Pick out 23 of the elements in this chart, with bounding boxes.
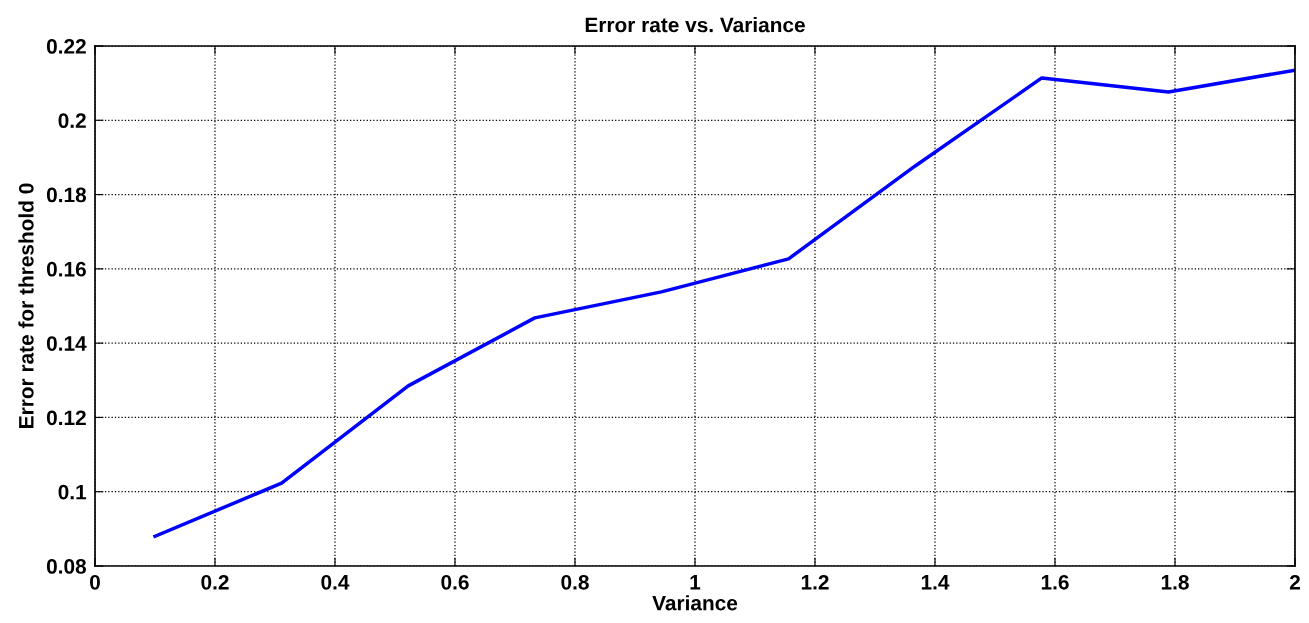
y-axis-title: Error rate for threshold 0 — [18, 183, 34, 428]
y-tick-label: 0.2 — [58, 113, 86, 129]
chart-title: Error rate vs. Variance — [585, 17, 805, 33]
y-tick-label: 0.22 — [46, 39, 86, 54]
x-tick-label: 1 — [690, 575, 701, 590]
x-tick-label: 1.4 — [921, 575, 950, 590]
y-tick-label: 0.08 — [46, 559, 87, 574]
y-tick-label: 0.14 — [46, 336, 87, 351]
x-tick-label: 0.4 — [321, 574, 350, 590]
x-tick-label: 1.2 — [801, 574, 829, 590]
x-tick-label: 1.8 — [1161, 574, 1189, 590]
line-series — [153, 68, 1295, 539]
x-tick-label: 0 — [90, 574, 100, 590]
x-axis-title: Variance — [652, 595, 738, 611]
x-tick-label: 0.2 — [201, 574, 229, 590]
x-tick-label: 1.6 — [1041, 574, 1069, 590]
y-tick-label: 0.16 — [46, 261, 86, 277]
x-tick-label: 2 — [1289, 574, 1300, 590]
y-tick-label: 0.1 — [58, 484, 87, 500]
y-tick-label: 0.12 — [46, 410, 86, 426]
x-tick-label: 0.8 — [561, 574, 589, 590]
y-tick-label: 0.18 — [46, 187, 87, 203]
x-tick-label: 0.6 — [441, 574, 469, 590]
